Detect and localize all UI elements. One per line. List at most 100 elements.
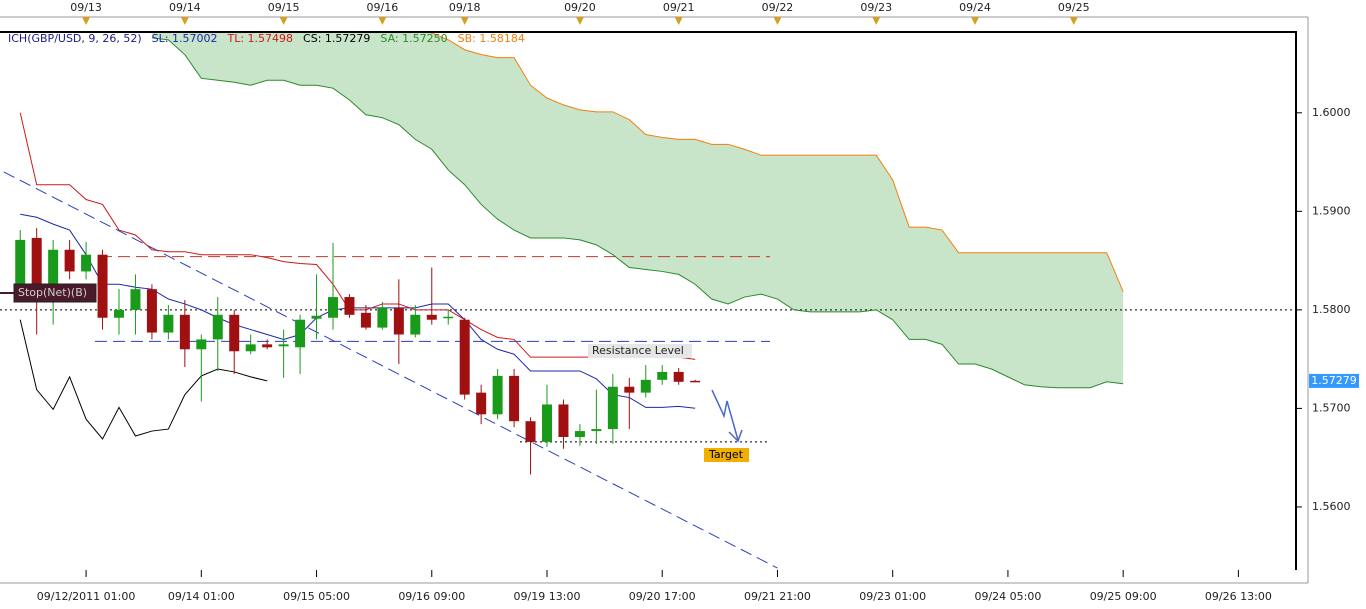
legend-entry: SL: 1.57002 (152, 32, 218, 45)
stop-box (13, 283, 97, 303)
candle-body (360, 312, 371, 328)
x-tick-label: 09/12/2011 01:00 (37, 590, 136, 603)
candle-body (344, 297, 355, 315)
y-tick-label: 1.6000 (1312, 106, 1351, 119)
legend-entry: SB: 1.58184 (458, 32, 525, 45)
candle-body (426, 314, 437, 320)
top-tick (971, 17, 979, 25)
stop-label: Stop(Net)(B) (18, 286, 87, 299)
candle-body (443, 316, 454, 319)
target-label: Target (708, 448, 744, 461)
x-tick-label: 09/21 21:00 (744, 590, 811, 603)
top-tick-label: 09/23 (860, 1, 892, 14)
plot-frame (0, 31, 1297, 570)
top-tick (674, 17, 683, 25)
target-box (704, 448, 749, 462)
indicator-line (151, 37, 1124, 389)
candle-body (262, 344, 273, 348)
top-tick (279, 17, 288, 25)
price-label-box (1309, 373, 1359, 388)
price-label: 1.57279 (1311, 374, 1357, 387)
legend-entry: CS: 1.57279 (303, 32, 370, 45)
top-tick (1069, 17, 1078, 25)
candle-body (476, 392, 487, 415)
x-tick-label: 09/20 17:00 (629, 590, 696, 603)
top-tick (872, 17, 881, 25)
candle-body (492, 375, 503, 415)
indicator-line (19, 112, 696, 360)
y-tick-label: 1.5600 (1312, 500, 1351, 513)
candle-body (328, 297, 338, 318)
x-tick-label: 09/24 05:00 (974, 590, 1041, 603)
candle-body (196, 339, 207, 350)
x-tick-label: 09/15 05:00 (283, 590, 350, 603)
arrow (711, 389, 743, 443)
top-tick-label: 09/13 (70, 1, 102, 14)
candle-body (146, 289, 157, 333)
indicator-line (20, 213, 696, 409)
y-tick-label: 1.5700 (1312, 401, 1351, 414)
y-tick-label: 1.5800 (1312, 303, 1351, 316)
candle-body (558, 404, 569, 437)
candle-body (459, 319, 470, 395)
candle-body (15, 239, 26, 285)
candle-body (410, 314, 421, 335)
candle-body (624, 386, 635, 393)
candle-body (673, 371, 684, 382)
x-tick-label: 09/19 13:00 (514, 590, 581, 603)
resistance-box (588, 344, 692, 358)
candle-body (64, 249, 75, 272)
candle-body (690, 380, 701, 383)
candle-body (245, 344, 256, 352)
top-tick-label: 09/22 (762, 1, 794, 14)
candle-body (179, 314, 190, 350)
top-tick (460, 17, 469, 25)
x-tick-label: 09/23 01:00 (859, 590, 926, 603)
top-tick (82, 17, 91, 25)
x-tick-label: 09/26 13:00 (1205, 590, 1272, 603)
candle-body (377, 307, 388, 328)
legend: ICH(GBP/USD, 9, 26, 52) SL: 1.57002 TL: 1.… (8, 32, 525, 45)
top-tick-label: 09/21 (663, 1, 695, 14)
candle-body (295, 319, 306, 348)
legend-entry: TL: 1.57498 (226, 32, 293, 45)
candle-body (212, 314, 223, 340)
x-tick-label: 09/14 01:00 (168, 590, 235, 603)
indicator-line (19, 319, 268, 440)
top-tick (773, 17, 782, 25)
top-tick-label: 09/16 (367, 1, 399, 14)
candle-body (542, 404, 552, 442)
candle-body (311, 315, 322, 319)
plot-area (0, 33, 1295, 569)
x-tick-label: 09/25 09:00 (1090, 590, 1157, 603)
candle-body (229, 314, 240, 352)
candle-body (278, 344, 289, 347)
y-tick-label: 1.5900 (1312, 204, 1351, 217)
candle-body (591, 429, 602, 432)
candle-body (574, 431, 585, 437)
legend-entry: SA: 1.57250 (380, 32, 447, 45)
candle-body (640, 379, 651, 393)
top-tick-label: 09/18 (449, 1, 481, 14)
x-tick-label: 09/16 09:00 (398, 590, 465, 603)
candle-body (607, 386, 618, 430)
top-tick (575, 17, 584, 25)
candle-body (31, 237, 42, 285)
top-tick-label: 09/25 (1058, 1, 1090, 14)
candle-body (48, 249, 59, 285)
resistance-label: Resistance Level (592, 344, 684, 357)
candle-body (657, 371, 668, 380)
candle-body (509, 375, 520, 422)
candle-body (130, 289, 141, 310)
cloud (151, 33, 1124, 388)
indicator-line (430, 33, 1124, 292)
candle-body (81, 254, 92, 272)
top-tick-label: 09/20 (564, 1, 596, 14)
axes: 1.5600 1.5700 1.5800 1.5900 1.6000 09/12/2011… (37, 1, 1359, 603)
candle-body (163, 314, 174, 333)
top-tick (378, 17, 387, 25)
